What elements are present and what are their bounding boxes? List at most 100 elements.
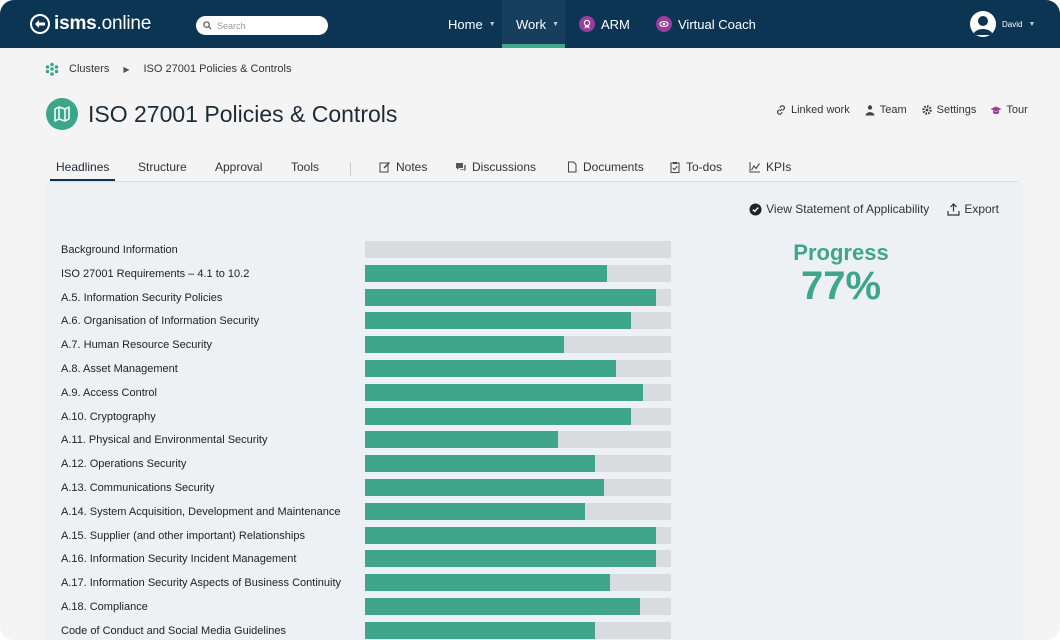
progress-fill bbox=[365, 455, 595, 473]
tab-approval-label: Approval bbox=[215, 160, 263, 174]
progress-row[interactable]: A.14. System Acquisition, Development an… bbox=[61, 502, 681, 523]
progress-row[interactable]: A.15. Supplier (and other important) Rel… bbox=[61, 526, 681, 547]
check-circle-icon bbox=[749, 203, 762, 215]
view-soa-button[interactable]: View Statement of Applicability bbox=[749, 202, 929, 216]
tab-tools[interactable]: Tools bbox=[291, 160, 319, 174]
progress-row-label: A.16. Information Security Incident Mana… bbox=[61, 553, 297, 566]
nav-work[interactable]: Work ▼ bbox=[502, 0, 565, 48]
tab-tools-label: Tools bbox=[291, 160, 320, 174]
coach-icon bbox=[656, 16, 672, 32]
nav-arm[interactable]: ARM bbox=[579, 0, 630, 48]
page-title: ISO 27001 Policies & Controls bbox=[88, 100, 398, 127]
tab-headlines[interactable]: Headlines bbox=[49, 160, 116, 181]
progress-track bbox=[365, 241, 671, 258]
tour-button[interactable]: Tour bbox=[990, 104, 1028, 116]
progress-row-label: A.17. Information Security Aspects of Bu… bbox=[61, 577, 342, 590]
progress-row-label: Code of Conduct and Social Media Guideli… bbox=[61, 624, 287, 637]
chevron-down-icon: ▼ bbox=[1028, 20, 1036, 28]
progress-track bbox=[365, 336, 671, 354]
chat-icon bbox=[456, 163, 466, 172]
tab-approval[interactable]: Approval bbox=[215, 160, 262, 174]
search-box[interactable] bbox=[196, 16, 328, 35]
settings-button[interactable]: Settings bbox=[921, 104, 977, 116]
progress-track bbox=[365, 455, 671, 473]
progress-fill bbox=[365, 621, 595, 639]
user-name: David bbox=[1002, 19, 1023, 29]
tab-documents-label: Documents bbox=[583, 160, 644, 174]
progress-fill bbox=[365, 264, 607, 282]
progress-row-label: A.14. System Acquisition, Development an… bbox=[61, 505, 341, 518]
tab-notes[interactable]: Notes bbox=[379, 160, 427, 174]
progress-fill bbox=[365, 431, 558, 449]
search-input[interactable] bbox=[217, 20, 317, 31]
upload-icon bbox=[947, 202, 960, 216]
progress-track bbox=[365, 288, 671, 306]
logo-rest: .online bbox=[96, 13, 152, 34]
linked-work-button[interactable]: Linked work bbox=[775, 104, 850, 116]
progress-row-label: A.15. Supplier (and other important) Rel… bbox=[61, 529, 305, 542]
tab-kpis[interactable]: KPIs bbox=[749, 160, 791, 174]
tab-divider bbox=[350, 162, 351, 176]
document-icon bbox=[568, 161, 577, 173]
progress-row[interactable]: A.17. Information Security Aspects of Bu… bbox=[61, 574, 681, 594]
progress-row-label: ISO 27001 Requirements – 4.1 to 10.2 bbox=[61, 267, 250, 280]
progress-row[interactable]: Background Information bbox=[61, 241, 681, 261]
map-icon bbox=[46, 98, 78, 130]
progress-row[interactable]: A.8. Asset Management bbox=[61, 360, 681, 380]
view-soa-label: View Statement of Applicability bbox=[766, 202, 930, 216]
app-logo[interactable]: isms.online bbox=[30, 13, 151, 35]
progress-row-label: A.7. Human Resource Security bbox=[61, 339, 213, 352]
overall-progress: Progress 77% bbox=[785, 240, 897, 306]
chevron-down-icon: ▼ bbox=[552, 20, 560, 28]
export-label: Export bbox=[964, 202, 999, 216]
progress-row[interactable]: ISO 27001 Requirements – 4.1 to 10.2 bbox=[61, 264, 681, 285]
progress-row[interactable]: Code of Conduct and Social Media Guideli… bbox=[61, 621, 681, 640]
progress-row[interactable]: A.18. Compliance bbox=[61, 598, 681, 618]
export-button[interactable]: Export bbox=[947, 202, 999, 216]
tab-headlines-label: Headlines bbox=[56, 160, 110, 174]
nav-home-label: Home bbox=[448, 16, 483, 32]
tab-documents[interactable]: Documents bbox=[566, 160, 644, 174]
progress-row[interactable]: A.7. Human Resource Security bbox=[61, 336, 681, 356]
team-button[interactable]: Team bbox=[864, 104, 907, 116]
progress-track bbox=[365, 621, 671, 639]
progress-row[interactable]: A.16. Information Security Incident Mana… bbox=[61, 550, 681, 570]
search-icon bbox=[203, 21, 212, 30]
progress-row-label: A.12. Operations Security bbox=[61, 458, 187, 471]
nav-coach-label: Virtual Coach bbox=[678, 16, 756, 32]
nav-home[interactable]: Home ▼ bbox=[448, 0, 496, 48]
panel-actions: View Statement of Applicability Export bbox=[749, 202, 999, 216]
tour-label: Tour bbox=[1006, 104, 1028, 116]
tab-kpis-label: KPIs bbox=[766, 160, 792, 174]
user-menu[interactable]: David ▼ bbox=[970, 11, 1035, 37]
settings-label: Settings bbox=[936, 104, 977, 116]
progress-row[interactable]: A.13. Communications Security bbox=[61, 479, 681, 499]
progress-track bbox=[365, 526, 671, 544]
breadcrumb-root[interactable]: Clusters bbox=[69, 63, 110, 75]
progress-row[interactable]: A.6. Organisation of Information Securit… bbox=[61, 312, 681, 332]
nav-virtual-coach[interactable]: Virtual Coach bbox=[656, 0, 756, 48]
tab-todos-label: To-dos bbox=[686, 160, 723, 174]
team-icon bbox=[865, 105, 875, 116]
progress-fill bbox=[365, 550, 656, 568]
tab-structure[interactable]: Structure bbox=[138, 160, 187, 174]
progress-row[interactable]: A.11. Physical and Environmental Securit… bbox=[61, 431, 681, 451]
progress-fill bbox=[365, 383, 644, 401]
graduation-cap-icon bbox=[990, 106, 1002, 115]
linked-work-label: Linked work bbox=[791, 104, 850, 116]
progress-track bbox=[365, 479, 671, 496]
progress-row-label: A.13. Communications Security bbox=[61, 482, 215, 494]
progress-value: 77% bbox=[800, 264, 882, 308]
progress-fill bbox=[365, 598, 641, 615]
progress-fill bbox=[365, 336, 564, 354]
progress-row[interactable]: A.9. Access Control bbox=[61, 383, 681, 404]
progress-fill bbox=[365, 502, 586, 520]
tab-todos[interactable]: To-dos bbox=[669, 160, 722, 174]
progress-row-label: A.9. Access Control bbox=[61, 386, 157, 399]
progress-row[interactable]: A.10. Cryptography bbox=[61, 407, 681, 428]
tab-discussions[interactable]: Discussions bbox=[455, 160, 536, 174]
clipboard-check-icon bbox=[670, 162, 680, 173]
progress-row[interactable]: A.5. Information Security Policies bbox=[61, 288, 681, 309]
progress-row[interactable]: A.12. Operations Security bbox=[61, 455, 681, 475]
